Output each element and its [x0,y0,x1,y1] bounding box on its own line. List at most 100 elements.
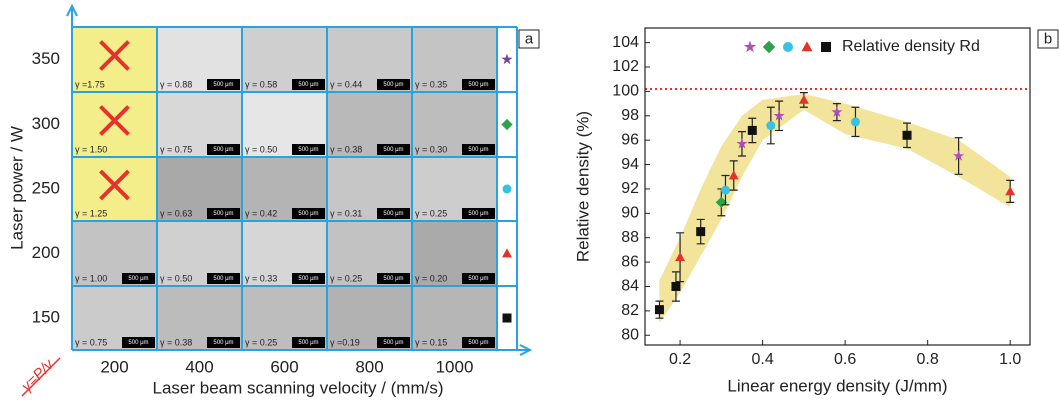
gamma-label: γ = 0.50 [160,273,192,283]
y-axis-label: Relative density (%) [573,111,592,262]
x-tick-label: 1.0 [999,351,1021,368]
x-tick-label: 0.2 [669,351,691,368]
gamma-label: γ = 0.42 [245,208,277,218]
marker [851,117,860,126]
y-tick-label: 250 [32,178,60,197]
x-axis-label: Linear energy density (J/mm) [727,376,947,395]
gamma-label: γ = 1.50 [75,144,107,154]
scale-bar-label: 500 μm [213,147,233,153]
scale-bar-label: 500 μm [468,340,488,346]
scale-bar-label: 500 μm [383,82,403,88]
scale-bar-label: 500 μm [213,276,233,282]
scale-bar-label: 500 μm [468,211,488,217]
scale-bar-label: 500 μm [383,276,403,282]
x-tick-label: 0.4 [751,351,773,368]
y-axis-label: Laser power / W [7,126,26,250]
gamma-label: γ =1.75 [75,79,105,89]
gamma-label: γ = 0.75 [75,337,107,347]
scale-bar-label: 500 μm [383,340,403,346]
gamma-label: γ = 0.33 [245,273,277,283]
marker [501,119,512,130]
marker [766,121,775,130]
x-tick-label: 0.8 [917,351,939,368]
scale-bar-label: 500 μm [383,211,403,217]
scale-bar-label: 500 μm [298,276,318,282]
gamma-label: γ = 0.31 [330,208,362,218]
gamma-label: γ = 0.75 [160,144,192,154]
gamma-label: γ = 0.50 [245,144,277,154]
y-tick-label: 350 [32,49,60,68]
y-tick-label: 200 [32,243,60,262]
marker [655,305,664,314]
gamma-label: γ = 0.35 [415,79,447,89]
gamma-label: γ = 0.25 [415,208,447,218]
gamma-label: γ = 1.25 [75,208,107,218]
marker [721,186,730,195]
x-tick-label: 200 [100,357,128,376]
gamma-label: γ = 1.00 [75,273,107,283]
y-tick-label: 96 [621,131,639,148]
marker [821,42,831,52]
marker [802,41,813,51]
marker [744,41,756,53]
panel-label: a [525,30,534,47]
scale-bar-label: 500 μm [298,147,318,153]
scale-bar-label: 500 μm [468,276,488,282]
y-tick-label: 98 [621,107,639,124]
gamma-label: γ = 0.38 [330,144,362,154]
y-tick-label: 92 [621,180,639,197]
marker [903,131,912,140]
gamma-label: γ = 0.38 [160,337,192,347]
y-tick-label: 150 [32,307,60,326]
gamma-label: γ = 0.88 [160,79,192,89]
marker [671,282,680,291]
scale-bar-label: 500 μm [298,211,318,217]
marker [748,126,757,135]
scale-bar-label: 500 μm [298,82,318,88]
legend-label: Relative density Rd [842,38,980,55]
marker [501,54,512,65]
scale-bar-label: 500 μm [213,82,233,88]
gamma-label: γ = 0.25 [330,273,362,283]
y-tick-label: 300 [32,114,60,133]
confidence-band [659,94,1010,323]
scale-bar-label: 500 μm [213,211,233,217]
y-tick-label: 104 [612,34,639,51]
marker [696,227,705,236]
x-tick-label: 600 [270,357,298,376]
x-axis-label: Laser beam scanning velocity / (mm/s) [153,378,444,397]
scale-bar-label: 500 μm [128,276,148,282]
x-tick-label: 1000 [436,357,474,376]
scale-bar-label: 500 μm [298,340,318,346]
x-tick-label: 800 [355,357,383,376]
y-tick-label: 84 [621,278,639,295]
y-tick-label: 102 [612,58,639,75]
y-tick-label: 80 [621,326,639,343]
scale-bar-label: 500 μm [213,340,233,346]
gamma-label: γ = 0.58 [245,79,277,89]
scale-bar-label: 500 μm [468,147,488,153]
gamma-label: γ = 0.15 [415,337,447,347]
marker [783,42,793,52]
y-tick-label: 100 [612,83,639,100]
gamma-label: γ = 0.30 [415,144,447,154]
x-tick-label: 400 [185,357,213,376]
scale-bar-label: 500 μm [383,147,403,153]
y-tick-label: 88 [621,229,639,246]
marker [503,185,512,194]
y-tick-label: 82 [621,302,639,319]
gamma-label: γ =0.19 [330,337,360,347]
y-tick-label: 94 [621,156,639,173]
y-tick-label: 90 [621,205,639,222]
scale-bar-label: 500 μm [468,82,488,88]
y-tick-label: 86 [621,253,639,270]
marker [502,248,512,257]
marker [503,314,512,323]
panel-label: b [1044,30,1052,47]
x-tick-label: 0.6 [834,351,856,368]
gamma-label: γ = 0.63 [160,208,192,218]
formula: γ=P/v [18,355,58,395]
gamma-label: γ = 0.25 [245,337,277,347]
gamma-label: γ = 0.20 [415,273,447,283]
